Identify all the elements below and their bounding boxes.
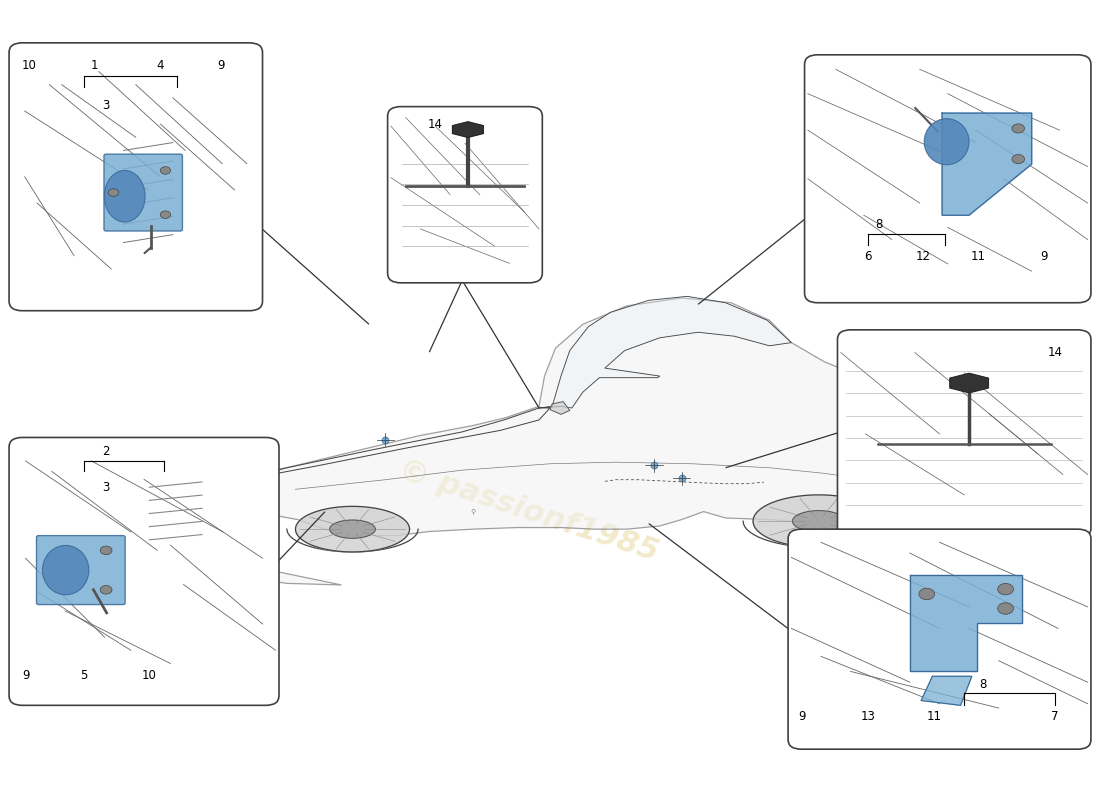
FancyBboxPatch shape [387,106,542,283]
Text: 10: 10 [142,669,157,682]
Text: 7: 7 [1050,710,1058,723]
Circle shape [161,211,170,218]
Polygon shape [950,468,967,484]
Text: 14: 14 [427,118,442,131]
Polygon shape [177,298,969,585]
Ellipse shape [43,546,89,594]
Text: 8: 8 [980,678,987,691]
Ellipse shape [924,118,969,165]
Text: 8: 8 [876,218,883,231]
Circle shape [100,586,112,594]
Text: 10: 10 [21,58,36,72]
Text: ⚲: ⚲ [471,509,476,514]
Text: 9: 9 [217,58,224,72]
Text: 14: 14 [1047,346,1063,358]
FancyBboxPatch shape [36,536,125,605]
Circle shape [1012,124,1024,133]
Text: 1: 1 [91,58,98,72]
Text: © passionf1985: © passionf1985 [395,456,661,567]
Circle shape [100,546,112,554]
Polygon shape [202,490,245,514]
FancyBboxPatch shape [9,43,263,310]
FancyBboxPatch shape [9,438,279,706]
Circle shape [918,588,935,600]
Polygon shape [942,113,1032,215]
Text: 11: 11 [926,710,942,723]
Polygon shape [539,296,791,408]
Text: 5: 5 [80,669,87,682]
Text: 4: 4 [156,58,164,72]
Polygon shape [792,510,845,532]
Polygon shape [452,122,483,138]
Polygon shape [296,506,409,552]
Text: 9: 9 [1040,250,1047,263]
Text: 12: 12 [915,250,931,263]
FancyBboxPatch shape [837,330,1091,538]
FancyBboxPatch shape [788,529,1091,749]
Polygon shape [550,402,570,414]
Ellipse shape [104,170,145,222]
Circle shape [998,602,1013,614]
FancyBboxPatch shape [804,55,1091,302]
Text: 11: 11 [970,250,986,263]
Polygon shape [921,676,971,706]
Polygon shape [330,520,375,538]
Polygon shape [910,574,1023,671]
Text: 6: 6 [865,250,872,263]
Circle shape [998,583,1013,595]
Text: 9: 9 [799,710,806,723]
Polygon shape [950,374,989,393]
Circle shape [1012,154,1024,164]
FancyBboxPatch shape [104,154,183,231]
Circle shape [109,189,119,196]
Text: 9: 9 [22,669,30,682]
Text: 2: 2 [102,446,109,458]
Text: 13: 13 [861,710,876,723]
Polygon shape [754,495,884,547]
Text: 3: 3 [102,481,109,494]
Polygon shape [205,519,265,555]
Text: 3: 3 [102,98,109,111]
Circle shape [161,166,170,174]
